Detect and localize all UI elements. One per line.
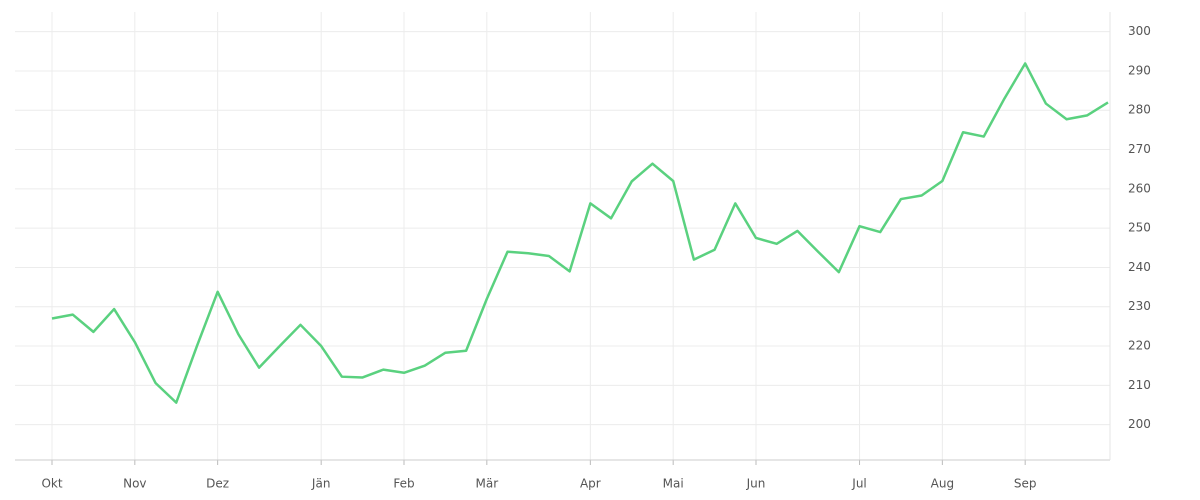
x-tick-label: Mär [476, 477, 499, 491]
line-series [51, 62, 1109, 404]
y-tick-label: 280 [1128, 103, 1151, 117]
y-tick-label: 250 [1128, 221, 1151, 235]
x-tick-label: Aug [931, 477, 954, 491]
x-tick-label: Apr [580, 477, 601, 491]
x-tick-label: Sep [1014, 477, 1037, 491]
x-tick-label: Feb [393, 477, 414, 491]
x-tick-label: Okt [41, 477, 62, 491]
y-tick-label: 290 [1128, 63, 1151, 77]
x-tick-label: Jun [746, 477, 766, 491]
y-tick-label: 270 [1128, 142, 1151, 156]
y-tick-label: 240 [1128, 260, 1151, 274]
y-tick-label: 230 [1128, 299, 1151, 313]
y-tick-label: 220 [1128, 339, 1151, 353]
y-tick-label: 210 [1128, 378, 1151, 392]
y-tick-label: 300 [1128, 24, 1151, 38]
y-tick-label: 200 [1128, 417, 1151, 431]
x-tick-label: Jän [311, 477, 331, 491]
y-tick-label: 260 [1128, 181, 1151, 195]
x-tick-label: Jul [851, 477, 866, 491]
x-tick-label: Dez [206, 477, 229, 491]
x-tick-label: Nov [123, 477, 146, 491]
x-tick-label: Mai [663, 477, 684, 491]
